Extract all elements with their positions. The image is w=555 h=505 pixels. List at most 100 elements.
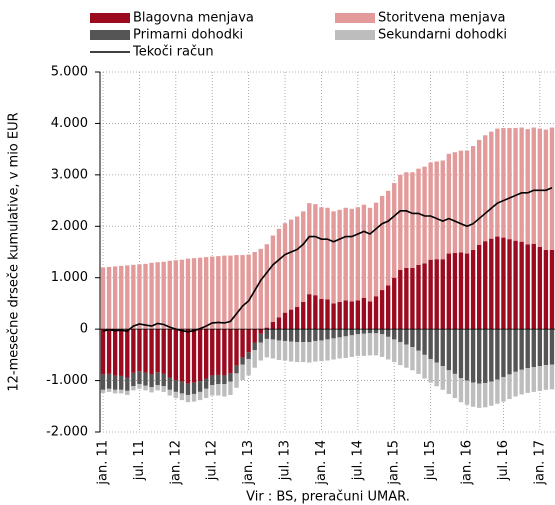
- bar-segment: [464, 253, 470, 330]
- bar-segment: [112, 389, 118, 394]
- bar-segment: [464, 150, 470, 254]
- bar-segment: [149, 387, 154, 393]
- bar-segment: [234, 373, 239, 388]
- bar-segment: [525, 129, 530, 245]
- bar-segment: [525, 244, 530, 330]
- bar-segment: [379, 334, 385, 357]
- bar-segment: [385, 329, 391, 337]
- bar-segment: [276, 340, 282, 360]
- bar-segment: [161, 373, 166, 387]
- bar-segment: [379, 329, 385, 335]
- bar-segment: [476, 383, 482, 408]
- bar-segment: [270, 339, 276, 359]
- bar-segment: [495, 128, 500, 237]
- bar-segment: [337, 209, 342, 302]
- bar-segment: [464, 380, 470, 405]
- bar-segment: [240, 329, 245, 358]
- bar-segment: [446, 253, 452, 330]
- bar-segment: [325, 329, 330, 340]
- bar-segment: [531, 243, 536, 330]
- bar-segment: [440, 366, 445, 390]
- bar-segment: [537, 128, 543, 247]
- bar-segment: [434, 259, 439, 330]
- bar-segment: [343, 300, 348, 330]
- x-tick-label: jul. 12: [205, 440, 220, 481]
- legend-label: Primarni dohodki: [133, 28, 243, 43]
- bar-segment: [143, 372, 148, 386]
- bar-segment: [179, 393, 185, 401]
- x-tick-label: jan. 12: [168, 440, 183, 486]
- bar-segment: [222, 375, 227, 385]
- bar-segment: [270, 329, 276, 340]
- bar-segment: [294, 216, 300, 308]
- bar-segment: [282, 340, 288, 361]
- bar-segment: [361, 204, 367, 298]
- bar-segment: [379, 290, 385, 330]
- x-tick-label: jul. 14: [350, 440, 365, 481]
- bar-segment: [288, 329, 294, 342]
- bar-segment: [458, 378, 464, 403]
- bar-segment: [483, 329, 488, 384]
- bar-segment: [373, 333, 379, 356]
- bar-segment: [361, 297, 367, 330]
- bar-segment: [307, 329, 312, 342]
- bar-segment: [125, 329, 130, 378]
- bar-segment: [483, 383, 488, 408]
- bar-segment: [349, 301, 354, 330]
- bar-segment: [537, 366, 543, 391]
- bar-segment: [343, 207, 348, 301]
- bar-segment: [240, 364, 245, 381]
- bar-segment: [458, 252, 464, 330]
- bar-segment: [137, 329, 142, 372]
- bar-segment: [294, 329, 300, 342]
- bar-segment: [264, 327, 270, 330]
- bar-segment: [252, 342, 257, 351]
- bar-segment: [185, 329, 191, 384]
- bar-segment: [125, 390, 130, 395]
- bar-segment: [246, 358, 251, 376]
- bar-segment: [434, 161, 439, 260]
- bar-segment: [392, 183, 397, 278]
- bar-segment: [276, 317, 282, 330]
- bar-segment: [513, 240, 518, 330]
- bar-segment: [155, 385, 160, 391]
- bar-segment: [519, 241, 524, 330]
- bar-segment: [392, 339, 397, 363]
- bar-segment: [131, 386, 136, 391]
- bar-segment: [416, 329, 421, 351]
- legend-swatch: [90, 30, 130, 40]
- bar-segment: [276, 329, 282, 341]
- bar-segment: [337, 301, 342, 330]
- bar-segment: [343, 329, 348, 337]
- bar-segment: [489, 131, 494, 239]
- bar-segment: [392, 277, 397, 330]
- bar-segment: [228, 381, 233, 395]
- bar-segment: [410, 329, 415, 348]
- bar-segment: [495, 379, 500, 404]
- bar-segment: [373, 329, 379, 334]
- bar-segment: [428, 259, 433, 330]
- bar-segment: [531, 329, 536, 368]
- bar-segment: [191, 382, 197, 394]
- bar-segment: [410, 267, 415, 330]
- bar-segment: [519, 329, 524, 370]
- bar-segment: [216, 374, 221, 385]
- bar-segment: [112, 329, 118, 376]
- bar-segment: [264, 329, 270, 339]
- bar-segment: [337, 329, 342, 338]
- bar-segment: [349, 335, 354, 357]
- bar-segment: [416, 168, 421, 265]
- bar-segment: [531, 127, 536, 244]
- bar-segment: [476, 139, 482, 245]
- bar-segment: [549, 249, 555, 330]
- bar-segment: [210, 385, 215, 396]
- y-tick-label: -1.000: [46, 373, 88, 388]
- bar-segment: [319, 207, 324, 299]
- bar-segment: [495, 236, 500, 330]
- bar-segment: [470, 329, 476, 383]
- bar-segment: [549, 329, 555, 365]
- bar-segment: [483, 135, 488, 242]
- bar-segment: [100, 389, 106, 393]
- bar-segment: [507, 239, 512, 330]
- bar-segment: [476, 329, 482, 384]
